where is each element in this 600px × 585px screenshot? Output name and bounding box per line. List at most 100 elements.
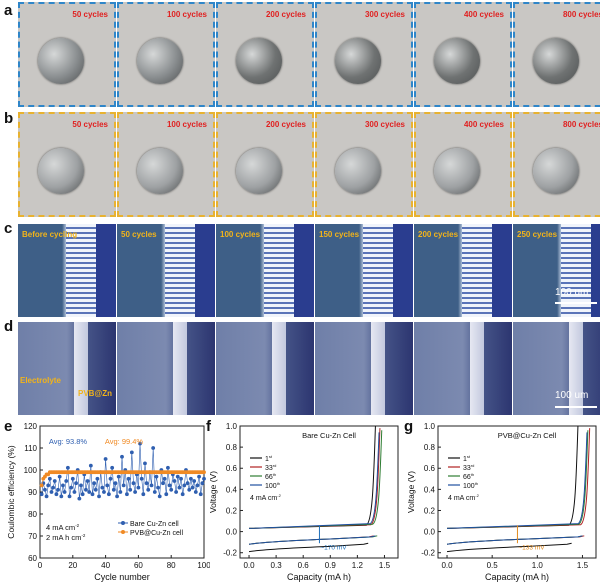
bare-series-point (100, 485, 105, 490)
bare-series-point (72, 490, 77, 494)
x-tick-label: 0 (38, 561, 43, 570)
overpotential-label: ~170 mV (320, 545, 347, 552)
legend-label-0: 1st (265, 454, 273, 463)
bare-series-point (85, 479, 90, 483)
bare-series-point (88, 463, 93, 468)
row-b-zinc-disc-4 (434, 147, 480, 194)
bare-series-point (129, 450, 134, 455)
x-tick-label: 0.3 (271, 561, 283, 570)
y-axis-label: Voltage (V) (208, 471, 218, 513)
bare-series-point (151, 446, 156, 450)
y-tick-label: 90 (28, 488, 37, 497)
bare-series-point (92, 481, 97, 486)
y-tick-label: 0.6 (226, 464, 238, 473)
x-axis-label: Capacity (mA h) (485, 572, 549, 582)
row-c-label-2: 100 cycles (220, 230, 261, 239)
bare-series-point (131, 481, 136, 486)
bare-series-point (169, 487, 174, 492)
bare-avg-label: Avg: 93.8% (49, 437, 88, 446)
discharge-curve-100th (248, 535, 376, 545)
bare-series-point (62, 490, 67, 494)
row-d-electrode-strip-4 (470, 322, 484, 415)
legend-bare-label: Bare Cu-Zn cell (130, 521, 179, 528)
y-tick-label: -0.2 (223, 549, 237, 558)
bare-series-point (110, 465, 115, 470)
bare-series-point (193, 490, 198, 494)
bare-series-point (179, 476, 183, 481)
row-c-label-4: 200 cycles (418, 230, 459, 239)
chart-g-pvb-voltage: 0.0 0.5 1.0 1.5 -0.2 0.0 0.2 0.4 0.6 0.8 1.0 Capaci… (406, 422, 597, 582)
bare-series-point (57, 474, 62, 479)
row-a-photo-1: 100 cycles (117, 2, 215, 107)
bare-series-point (149, 483, 154, 488)
row-b-cycle-label-0: 50 cycles (72, 120, 108, 129)
row-c-electrode-strip-4 (462, 224, 492, 317)
charge-curve-100th (447, 432, 588, 529)
row-c-micrograph-4: 200 cycles (414, 224, 512, 317)
panel-label-e: e (4, 418, 13, 435)
bare-series-point (44, 494, 49, 499)
y-tick-label: 0.4 (424, 485, 436, 494)
bare-series-point (152, 490, 157, 494)
x-tick-label: 1.5 (379, 561, 391, 570)
bare-series-point (106, 492, 111, 497)
plot-frame (437, 425, 597, 559)
bare-series-point (190, 485, 195, 490)
bare-series-point (157, 494, 162, 499)
bare-series-point (121, 483, 126, 488)
row-c-micrograph-2: 100 cycles (216, 224, 314, 317)
bare-series-point (198, 492, 203, 497)
y-tick-label: 100 (24, 466, 38, 475)
legend-label-0: 1st (463, 454, 471, 463)
scale-bar-d (555, 406, 597, 408)
bare-series-point (113, 481, 118, 486)
scale-text-c: 100 um (555, 287, 589, 298)
bare-series-point (70, 476, 75, 481)
panel-label-f: f (206, 418, 211, 435)
row-b-cycle-label-4: 400 cycles (463, 120, 504, 129)
row-d-micrograph-4 (414, 322, 512, 415)
bare-series-point (139, 476, 144, 481)
bare-series-point (43, 487, 47, 492)
row-d-electrode-strip-1 (173, 322, 187, 415)
bare-series-point (146, 487, 151, 492)
bare-series-point (111, 487, 116, 492)
y-axis-label: Coulombic efficiency (%) (6, 445, 16, 539)
x-tick-label: 0.9 (325, 561, 337, 570)
row-c-micrograph-0: Before cycling (18, 224, 116, 317)
y-tick-label: 1.0 (424, 422, 436, 431)
y-tick-label: 0.6 (424, 464, 436, 473)
row-d-micrograph-1 (117, 322, 215, 415)
panel-label-c: c (4, 220, 13, 237)
row-c-micrograph-1: 50 cycles (117, 224, 215, 317)
row-c-micrograph-3: 150 cycles (315, 224, 413, 317)
row-b-photo-5: 800 cycles (513, 112, 600, 217)
row-a-photo-3: 300 cycles (315, 2, 413, 107)
bare-series-point (69, 485, 74, 490)
x-tick-label: 20 (68, 561, 77, 570)
row-a-cycle-label-0: 50 cycles (72, 10, 108, 19)
bare-series-point (177, 485, 182, 490)
bare-series-point (87, 490, 92, 494)
row-a-zinc-disc-5 (533, 37, 579, 84)
bare-series-point (154, 474, 159, 479)
charge-curve-33rd (447, 428, 591, 529)
bare-series-point (105, 483, 110, 488)
row-b-cycle-label-2: 200 cycles (265, 120, 306, 129)
bare-series-point (136, 485, 141, 490)
bare-series-point (52, 479, 57, 483)
row-b-zinc-disc-5 (533, 147, 579, 194)
row-d-micrograph-3 (315, 322, 413, 415)
y-tick-label: 0.8 (226, 443, 238, 452)
x-tick-label: 1.0 (532, 561, 544, 570)
row-a-photo-5: 800 cycles (513, 2, 600, 107)
y-tick-label: 60 (28, 554, 37, 563)
row-b-zinc-disc-2 (236, 147, 282, 194)
y-tick-label: 0.2 (226, 506, 238, 515)
x-axis-label: Cycle number (94, 572, 150, 582)
row-b-photo-3: 300 cycles (315, 112, 413, 217)
bare-series-point (61, 483, 65, 488)
bare-series-point (197, 474, 201, 479)
row-b-cycle-label-3: 300 cycles (364, 120, 405, 129)
row-d-electrode-strip-5 (569, 322, 583, 415)
